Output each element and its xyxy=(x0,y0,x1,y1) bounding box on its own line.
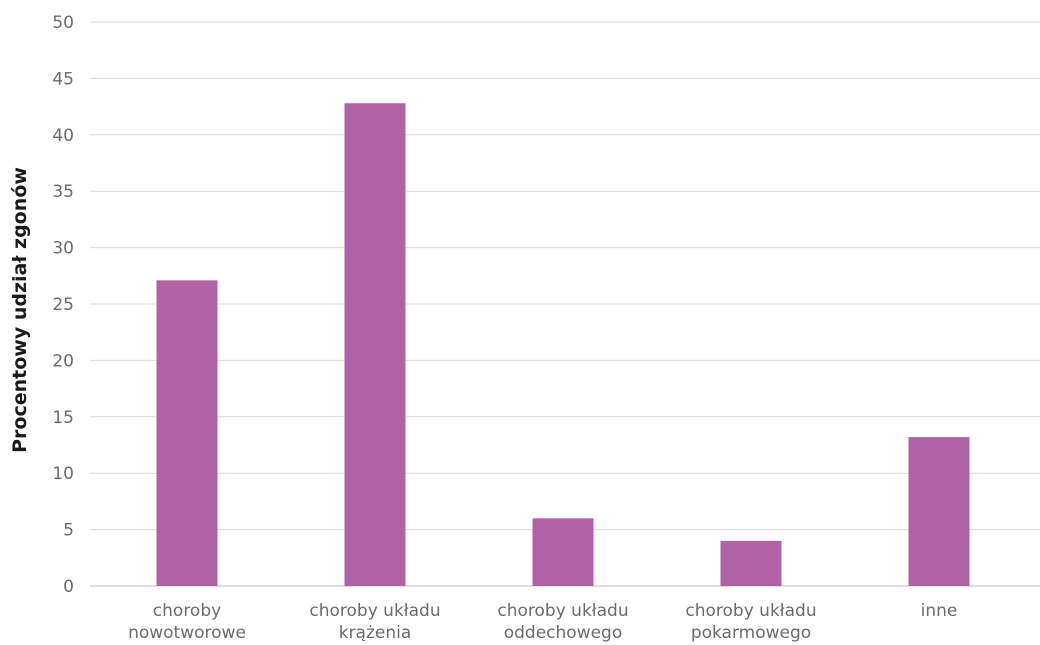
y-tick-label: 0 xyxy=(63,577,74,597)
bars xyxy=(156,103,970,586)
bar xyxy=(344,103,406,586)
y-tick-label: 20 xyxy=(52,351,74,371)
y-tick-label: 45 xyxy=(52,69,74,89)
y-tick-label: 40 xyxy=(52,126,74,146)
y-axis-title: Procentowy udział zgonów xyxy=(9,167,31,453)
bar xyxy=(156,280,218,586)
x-category-label-line: nowotworowe xyxy=(128,623,246,643)
x-category-label-line: choroby układu xyxy=(497,601,628,621)
x-category-label: choroby układu pokarmowego xyxy=(685,601,816,643)
y-tick-label: 30 xyxy=(52,239,74,259)
x-category-label: choroby układu oddechowego xyxy=(497,601,628,643)
gridlines xyxy=(90,21,1040,587)
x-category-label: choroby nowotworowe xyxy=(128,601,246,643)
y-tick-label: 25 xyxy=(52,295,74,315)
bar xyxy=(908,437,970,586)
x-category-label-line: pokarmowego xyxy=(691,623,811,643)
y-tick-label: 15 xyxy=(52,408,74,428)
bar xyxy=(532,518,594,586)
bar xyxy=(720,540,782,586)
x-category-label-line: oddechowego xyxy=(504,623,623,643)
x-category-label: inne xyxy=(921,601,958,621)
y-tick-label: 5 xyxy=(63,521,74,541)
y-tick-label: 10 xyxy=(52,464,74,484)
x-category-label-line: choroby xyxy=(153,601,221,621)
x-category-label-line: choroby układu xyxy=(309,601,440,621)
y-tick-label: 50 xyxy=(52,13,74,33)
y-tick-label: 35 xyxy=(52,182,74,202)
x-category-label-line: choroby układu xyxy=(685,601,816,621)
y-axis-tick-labels: 0 5 10 15 20 25 30 35 40 45 50 xyxy=(52,13,74,597)
x-category-label-line: inne xyxy=(921,601,958,621)
x-category-label-line: krążenia xyxy=(339,623,412,643)
x-category-label: choroby układu krążenia xyxy=(309,601,440,643)
